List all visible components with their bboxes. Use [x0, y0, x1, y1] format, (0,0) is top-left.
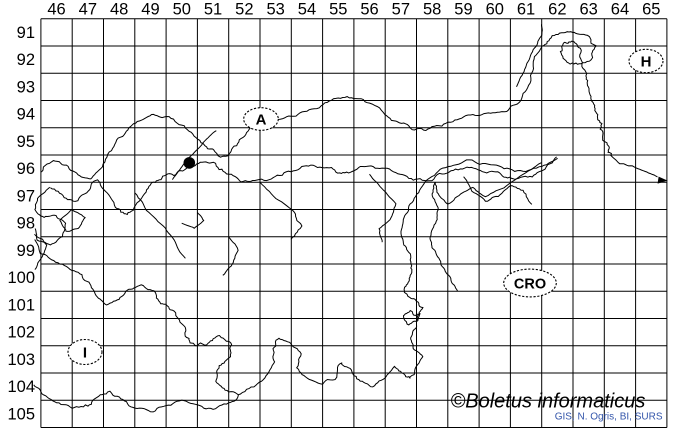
svg-text:102: 102: [7, 324, 35, 342]
svg-text:100: 100: [7, 269, 35, 287]
svg-text:A: A: [256, 112, 267, 129]
svg-text:95: 95: [17, 133, 35, 151]
svg-text:98: 98: [17, 215, 35, 233]
svg-text:97: 97: [17, 187, 35, 205]
svg-text:62: 62: [548, 1, 566, 19]
svg-text:101: 101: [7, 296, 35, 314]
svg-text:94: 94: [17, 106, 35, 124]
svg-text:49: 49: [141, 1, 159, 19]
svg-text:105: 105: [7, 405, 35, 423]
svg-text:59: 59: [454, 1, 472, 19]
svg-text:46: 46: [47, 1, 65, 19]
svg-text:99: 99: [17, 242, 35, 260]
svg-text:63: 63: [579, 1, 597, 19]
svg-text:58: 58: [423, 1, 441, 19]
svg-text:57: 57: [392, 1, 410, 19]
svg-text:91: 91: [17, 24, 35, 42]
svg-text:56: 56: [360, 1, 378, 19]
svg-text:CRO: CRO: [514, 277, 546, 293]
svg-text:96: 96: [17, 160, 35, 178]
svg-text:H: H: [641, 54, 652, 71]
svg-text:52: 52: [235, 1, 253, 19]
svg-text:53: 53: [266, 1, 284, 19]
svg-text:GIS, N. Ogris, BI, SURS: GIS, N. Ogris, BI, SURS: [555, 412, 663, 423]
svg-text:92: 92: [17, 51, 35, 69]
svg-text:©Boletus informaticus: ©Boletus informaticus: [451, 390, 646, 412]
svg-text:104: 104: [7, 378, 35, 396]
svg-text:51: 51: [204, 1, 222, 19]
svg-text:50: 50: [173, 1, 191, 19]
svg-text:61: 61: [517, 1, 535, 19]
svg-text:103: 103: [7, 351, 35, 369]
svg-text:48: 48: [110, 1, 128, 19]
svg-text:I: I: [83, 345, 87, 362]
svg-text:60: 60: [486, 1, 504, 19]
svg-text:65: 65: [642, 1, 660, 19]
svg-text:47: 47: [79, 1, 97, 19]
svg-text:54: 54: [298, 1, 316, 19]
svg-text:64: 64: [611, 1, 629, 19]
svg-text:93: 93: [17, 78, 35, 96]
svg-text:55: 55: [329, 1, 347, 19]
